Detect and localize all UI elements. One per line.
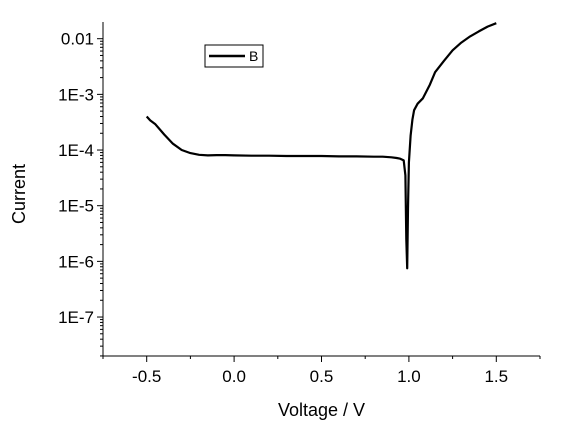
y-tick-label: 1E-3: [58, 85, 94, 104]
x-tick-label: 0.5: [310, 367, 334, 386]
x-axis-title: Voltage / V: [278, 400, 365, 420]
chart-series: [145, 22, 497, 270]
x-tick-label: -0.5: [132, 367, 161, 386]
chart-axes: [102, 22, 540, 357]
y-tick-label: 1E-4: [58, 141, 94, 160]
y-tick-label: 1E-5: [58, 197, 94, 216]
chart-tick-labels: -0.5 0.0 0.5 1.0 1.5 1E-7 1E-6 1E-5 1E-4 1E-3 0.01: [58, 30, 508, 386]
y-tick-label: 1E-7: [58, 308, 94, 327]
y-axis-title: Current: [9, 164, 29, 224]
x-tick-label: 0.0: [222, 367, 246, 386]
y-tick-label: 1E-6: [58, 252, 94, 271]
series-line: [145, 22, 497, 270]
legend-label: B: [249, 48, 258, 64]
chart-legend: B: [204, 44, 264, 68]
y-tick-label: 0.01: [61, 30, 94, 49]
x-tick-label: 1.0: [397, 367, 421, 386]
x-tick-label: 1.5: [484, 367, 508, 386]
chart-ticks: [97, 38, 541, 362]
